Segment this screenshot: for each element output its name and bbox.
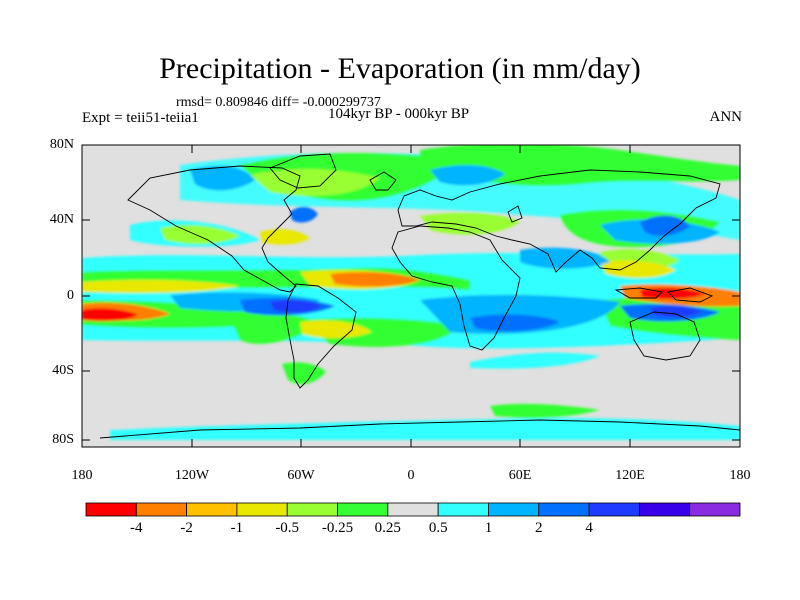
experiment-label: Expt = teii51-teiia1 xyxy=(82,110,199,126)
lat-tick-label: 80S xyxy=(52,432,74,447)
colorbar-swatch xyxy=(488,502,540,517)
colorbar-swatch xyxy=(337,502,389,517)
colorbar-swatch xyxy=(689,502,741,517)
colorbar-label: -2 xyxy=(180,520,193,536)
lon-tick-label: 0 xyxy=(407,468,415,483)
colorbar-label: 1 xyxy=(484,520,493,536)
lon-tick-label: 120W xyxy=(174,468,210,483)
colorbar-swatch xyxy=(437,502,489,517)
colorbar-swatch xyxy=(538,502,590,517)
lon-tick-label: 60E xyxy=(508,468,532,483)
colorbar-swatch xyxy=(387,502,439,517)
lon-tick-label: 60W xyxy=(287,468,315,483)
season-label: ANN xyxy=(709,109,743,125)
colorbar-swatch xyxy=(286,502,338,517)
lon-tick-label: 120E xyxy=(615,468,645,483)
axis-ticks xyxy=(81,144,741,447)
lat-tick-label: 0 xyxy=(67,288,74,303)
colorbar-swatch xyxy=(186,502,238,517)
colorbar-swatch xyxy=(638,502,691,517)
stats-text: rmsd= 0.809846 diff= -0.000299737 xyxy=(176,95,381,110)
colorbar-label: 2 xyxy=(535,520,543,536)
colorbar-label: -0.5 xyxy=(275,520,300,536)
colorbar-swatch xyxy=(588,502,640,517)
colorbar-label: -4 xyxy=(130,520,143,536)
map-title: Precipitation - Evaporation (in mm/day) xyxy=(159,52,641,85)
colorbar-label: -0.25 xyxy=(321,520,354,536)
colorbar-swatch xyxy=(236,502,288,517)
period-label: 104kyr BP - 000kyr BP xyxy=(328,106,470,122)
lon-tick-label: 180 xyxy=(71,468,93,483)
colorbar-label: 0.5 xyxy=(428,520,448,536)
field-layer xyxy=(82,145,740,447)
colorbar xyxy=(85,502,741,517)
lat-tick-label: 40N xyxy=(49,212,74,227)
colorbar-swatch xyxy=(135,502,188,517)
colorbar-label: 4 xyxy=(585,520,593,536)
lat-tick-label: 80N xyxy=(49,137,74,152)
lon-tick-label: 180 xyxy=(729,468,751,483)
colorbar-swatch xyxy=(85,502,137,517)
colorbar-label: -1 xyxy=(230,520,244,536)
coastlines xyxy=(99,153,740,439)
colorbar-label: 0.25 xyxy=(374,520,401,536)
lat-tick-label: 40S xyxy=(52,363,74,378)
